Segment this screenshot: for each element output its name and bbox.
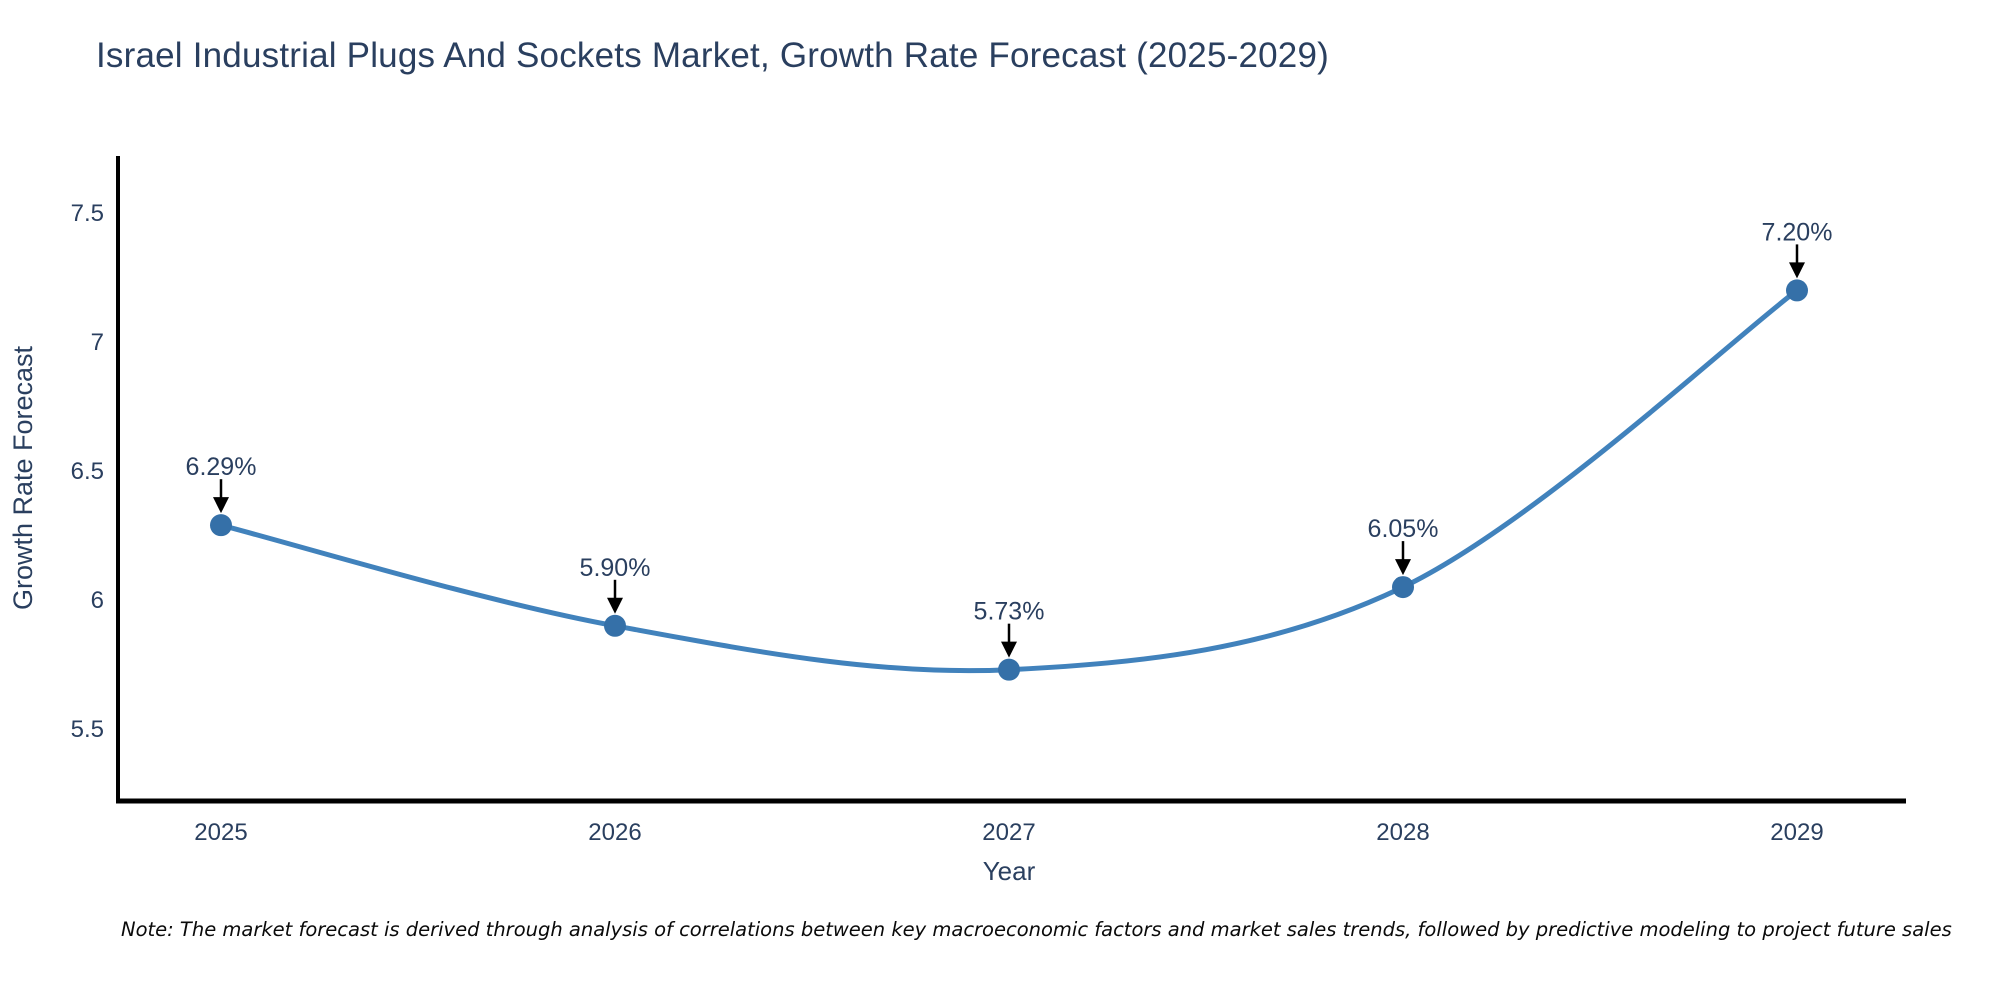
x-tick-label: 2028 [1376,819,1429,846]
x-tick-label: 2026 [588,819,641,846]
data-point-marker [604,614,626,637]
footnote: Note: The market forecast is derived thr… [121,918,1952,941]
data-point-marker [1786,279,1808,302]
y-tick-label: 5.5 [71,716,104,743]
annotation-arrowhead [1395,559,1411,576]
y-tick-label: 7 [91,329,104,356]
annotation-label: 6.05% [1368,515,1439,543]
annotation-arrowhead [607,597,623,614]
x-tick-label: 2025 [194,819,247,846]
annotation-label: 5.73% [974,598,1045,626]
y-tick-label: 7.5 [71,200,104,227]
data-point-marker [1392,576,1414,599]
data-point-marker [998,658,1020,681]
chart-title: Israel Industrial Plugs And Sockets Mark… [96,36,1329,75]
annotation-label: 7.20% [1762,218,1833,246]
annotation-arrowhead [1789,262,1805,279]
y-axis-title: Growth Rate Forecast [8,345,38,610]
x-axis-title: Year [983,856,1036,886]
x-tick-label: 2029 [1770,819,1823,846]
data-point-marker [210,514,232,537]
annotation-arrowhead [1001,641,1017,658]
x-tick-label: 2027 [982,819,1035,846]
annotation-arrowhead [213,497,229,514]
y-tick-label: 6 [91,587,104,614]
y-tick-label: 6.5 [71,458,104,485]
annotation-label: 6.29% [186,453,257,481]
annotation-label: 5.90% [580,554,651,582]
